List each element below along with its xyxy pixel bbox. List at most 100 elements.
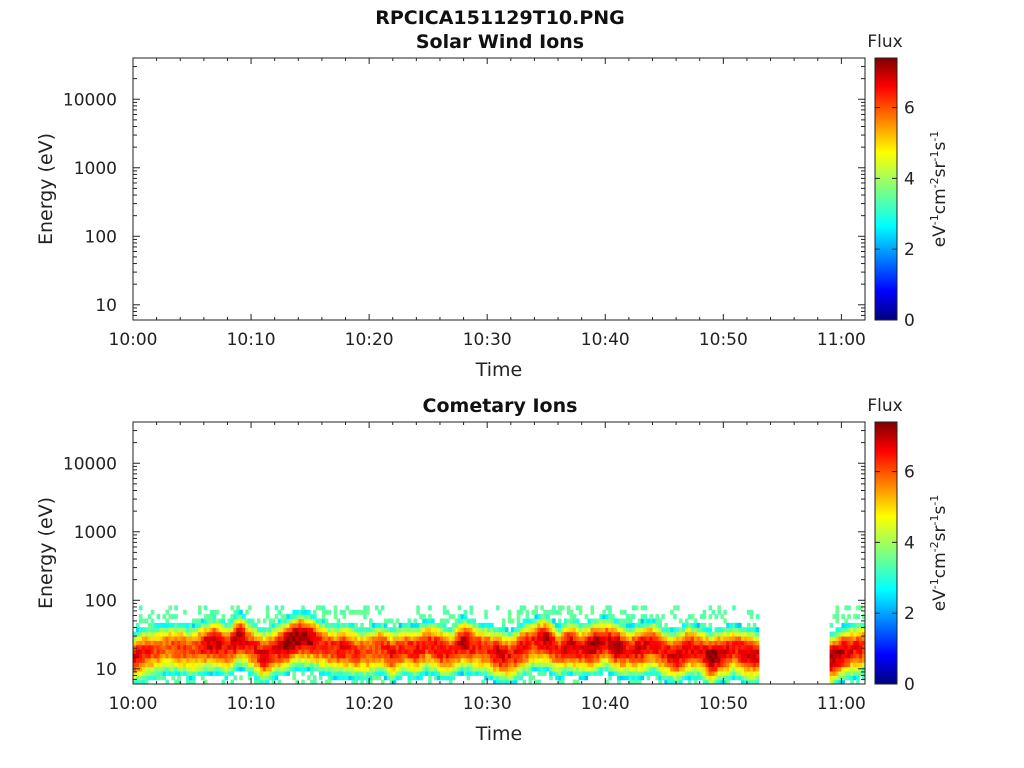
flux-cell [525,640,530,646]
flux-cell [262,670,267,676]
flux-cell [186,675,190,681]
flux-cell [251,640,255,646]
flux-cell [215,644,220,650]
flux-cell [587,644,592,650]
flux-cell [684,644,689,650]
flux-cell [599,618,603,624]
flux-cell [372,627,376,633]
flux-cell [348,627,353,633]
flux-cell [422,670,426,676]
flux-cell [360,657,364,663]
flux-cell [357,653,361,659]
flux-cell [416,675,420,681]
flux-cell [339,653,344,659]
flux-cell [720,614,724,620]
flux-cell [242,622,246,628]
flux-cell [522,662,527,668]
flux-cell [245,644,249,650]
flux-cell [168,614,172,620]
flux-cell [749,666,754,672]
flux-cell [280,670,285,676]
flux-cell [519,635,524,641]
flux-cell [395,653,400,659]
flux-cell [460,666,465,672]
flux-cell [401,670,406,676]
flux-cell [200,653,205,659]
flux-cell [670,640,674,646]
flux-cell [333,622,338,628]
flux-cell [847,670,851,676]
flux-cell [330,670,335,676]
flux-cell [841,635,845,641]
flux-cell [726,679,730,684]
flux-cell [333,675,338,681]
flux-cell [717,675,721,681]
flux-cell [200,670,205,676]
flux-cell [513,649,518,655]
flux-cell [862,653,865,659]
flux-cell [304,635,308,641]
flux-cell [832,662,837,668]
flux-cell [301,653,305,659]
flux-cell [363,640,367,646]
flux-cell [342,627,347,633]
flux-cell [838,662,842,668]
flux-cell [850,653,854,659]
flux-cell [705,657,710,663]
flux-cell [180,631,184,637]
flux-cell [324,618,329,624]
flux-cell [227,644,231,650]
flux-cell [224,649,229,655]
flux-cell [318,644,323,650]
flux-cell [499,662,503,668]
flux-cell [262,631,267,637]
flux-cell [578,653,583,659]
flux-cell [186,670,190,676]
flux-cell [472,670,476,676]
flux-cell [596,657,600,663]
flux-cell [245,657,249,663]
flux-cell [215,666,220,672]
flux-cell [593,640,597,646]
flux-cell [661,614,665,620]
flux-cell [221,670,226,676]
flux-cell [856,622,860,628]
flux-cell [469,644,474,650]
flux-cell [602,662,606,668]
flux-cell [437,644,441,650]
flux-cell [274,675,279,681]
flux-cell [425,653,429,659]
flux-cell [856,635,860,641]
flux-cell [265,679,270,684]
flux-cell [392,670,397,676]
flux-cell [401,644,406,650]
flux-cell [537,666,541,672]
flux-cell [313,679,317,684]
flux-cell [221,649,226,655]
flux-cell [383,657,388,663]
flux-cell [611,644,615,650]
flux-cell [363,670,367,676]
flux-cell [475,653,479,659]
flux-cell [168,627,172,633]
flux-cell [419,649,423,655]
flux-cell [254,662,258,668]
flux-cell [336,657,341,663]
flux-cell [590,653,595,659]
flux-cell [286,670,291,676]
flux-cell [729,631,733,637]
flux-cell [741,627,745,633]
flux-cell [233,662,237,668]
flux-cell [439,662,444,668]
flux-cell [439,640,444,646]
flux-cell [313,614,317,620]
flux-cell [667,627,671,633]
flux-cell [419,622,423,628]
flux-cell [478,640,482,646]
flux-cell [481,679,485,684]
flux-cell [351,627,355,633]
flux-cell [460,653,465,659]
flux-cell [460,644,465,650]
flux-cell [410,644,414,650]
